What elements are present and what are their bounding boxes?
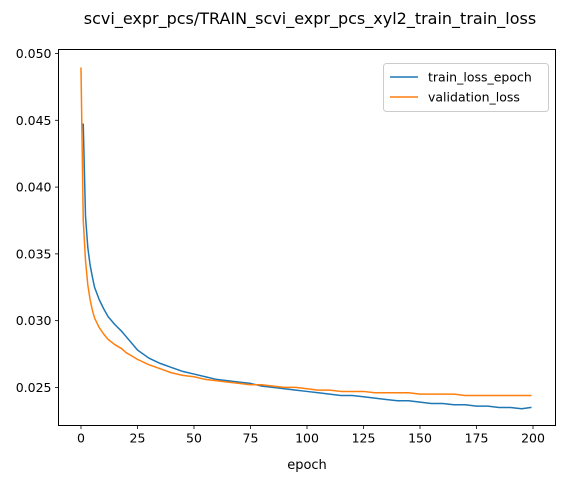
series-layer	[80, 67, 532, 410]
legend-box	[383, 63, 549, 112]
legend: train_loss_epoch validation_loss	[383, 63, 549, 112]
y-tick-label: 0.025	[16, 380, 52, 395]
x-tick-label: 100	[295, 431, 319, 446]
y-tick-label: 0.030	[16, 313, 52, 328]
x-tick-label: 125	[352, 431, 376, 446]
x-tick-label: 75	[243, 431, 259, 446]
y-tick-label: 0.045	[16, 113, 52, 128]
y-axis: 0.025 0.030 0.035 0.040 0.045 0.050	[16, 46, 59, 395]
y-tick-label: 0.050	[16, 46, 52, 61]
x-axis: 0 25 50 75 100 125 150 175 200	[77, 425, 545, 446]
x-tick-label: 150	[408, 431, 432, 446]
legend-label-train-loss-epoch: train_loss_epoch	[428, 70, 532, 85]
series-line-train-loss-epoch	[82, 123, 532, 410]
y-tick-label: 0.040	[16, 180, 52, 195]
x-tick-label: 0	[77, 431, 85, 446]
x-tick-label: 175	[465, 431, 489, 446]
x-tick-label: 25	[130, 431, 146, 446]
x-axis-label: epoch	[287, 458, 327, 473]
legend-label-validation-loss: validation_loss	[428, 90, 520, 105]
x-tick-label: 200	[521, 431, 545, 446]
y-tick-label: 0.035	[16, 246, 52, 261]
x-tick-label: 50	[186, 431, 202, 446]
series-line-validation-loss	[80, 67, 532, 397]
chart-title: scvi_expr_pcs/TRAIN_scvi_expr_pcs_xyl2_t…	[84, 9, 536, 29]
